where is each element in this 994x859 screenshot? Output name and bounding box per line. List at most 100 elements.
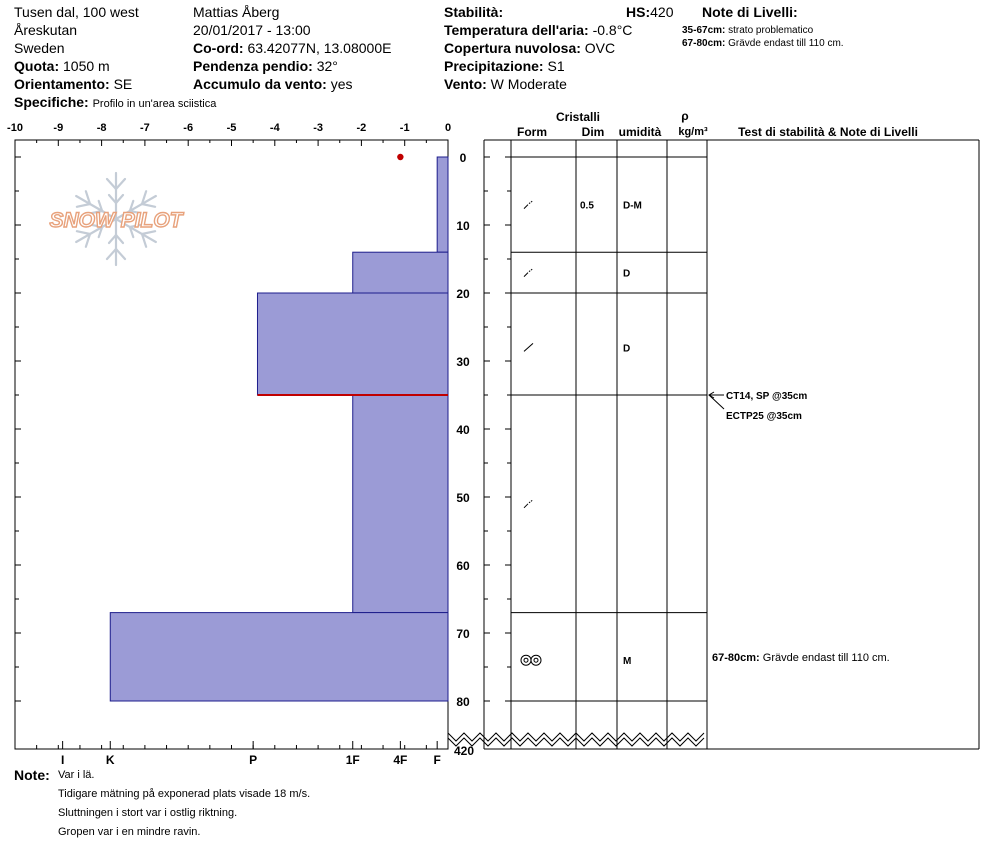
hardness-label: I [61, 753, 64, 767]
layer-note: 35-67cm: strato problematico [682, 25, 813, 37]
crystal-dim: 0.5 [580, 201, 594, 212]
elevation-label: Quota: [14, 58, 60, 74]
location-name: Tusen dal, 100 west [14, 4, 139, 20]
stability-tests: CT14, SP @35cm ECTP25 @35cm 67-80cm: Grävd… [708, 391, 890, 664]
crystal-form-icon [523, 268, 534, 277]
slope-value: 32° [316, 58, 338, 74]
y-tick-label: 30 [456, 355, 470, 369]
hardness-bar [256, 292, 449, 396]
hs-value: 420 [650, 4, 674, 20]
wetness-code: D [623, 343, 630, 354]
wind-loading-label: Accumulo da vento: [193, 76, 327, 92]
x-tick-label: -8 [97, 122, 107, 134]
hardness-label: P [249, 753, 257, 767]
layer-note-range: 35-67cm: [682, 25, 726, 36]
note-line: Var i lä. [58, 769, 95, 781]
dim-header: Dim [582, 125, 605, 139]
observation-datetime: 20/01/2017 - 13:00 [193, 22, 311, 38]
test-arrow [708, 394, 725, 410]
hardness-bar [109, 612, 449, 702]
hardness-bar [352, 251, 449, 294]
note-line: Sluttningen i stort var i ostlig riktnin… [58, 807, 238, 819]
layer-note-text: strato problematico [728, 25, 814, 36]
wind-loading-value: yes [330, 76, 353, 92]
wind-label: Vento: [444, 76, 487, 92]
x-tick-label: -5 [227, 122, 237, 134]
specifics: Specifiche: Profilo in un'area sciistica [14, 94, 216, 111]
layer-notes-title: Note di Livelli: [702, 4, 798, 20]
cristalli-header: Cristalli [556, 110, 600, 124]
elevation: Quota: 1050 m [14, 58, 110, 74]
cloud-value: OVC [584, 40, 616, 56]
x-tick-label: -4 [270, 122, 281, 134]
temperature-points [397, 153, 404, 161]
coord-value: 63.42077N, 13.08000E [247, 40, 392, 56]
hardness-label: K [106, 753, 115, 767]
crystal-stroke [523, 204, 529, 209]
region-name: Åreskutan [14, 22, 78, 38]
density-header: ρ [681, 109, 688, 123]
crystal-stroke [528, 200, 534, 205]
layer-note-range: 67-80cm: [682, 38, 726, 49]
hardness-label: F [434, 753, 441, 767]
crystal-circle [530, 654, 542, 666]
hardness-label: 1F [346, 753, 360, 767]
x-tick-label: -10 [7, 122, 23, 134]
layer-comment: 67-80cm: Grävde endast till 110 cm. [712, 652, 890, 664]
test-arrow-head [708, 391, 715, 399]
crystal-circle [523, 657, 529, 663]
x-tick-label: -9 [53, 122, 63, 134]
layer-note-text: Grävde endast till 110 cm. [728, 38, 844, 49]
notes-label: Note: [14, 767, 50, 783]
observer-name: Mattias Åberg [193, 4, 280, 20]
x-tick-label: 0 [445, 122, 451, 134]
y-tick-label: 0 [460, 151, 467, 165]
crystal-form-icon [523, 499, 534, 509]
layer-note: 67-80cm: Grävde endast till 110 cm. [682, 38, 844, 50]
air-temp-value: -0.8°C [592, 22, 633, 38]
air-temperature: Temperatura dell'aria: -0.8°C [444, 22, 632, 38]
y-tick-label: 50 [456, 491, 470, 505]
layer-bars [109, 156, 449, 702]
x-tick-label: -2 [357, 122, 367, 134]
crystal-circle [533, 657, 539, 663]
y-break-label: 420 [454, 744, 474, 758]
y-tick-label: 20 [456, 287, 470, 301]
snow-pilot-logo: SNOW PILOT [49, 171, 185, 267]
y-tick-label: 40 [456, 423, 470, 437]
crystal-form-icon [520, 654, 542, 666]
precip-value: S1 [547, 58, 565, 74]
tests-header: Test di stabilità & Note di Livelli [738, 125, 918, 139]
hardness-bar [436, 156, 449, 253]
note-line: Tidigare mätning på exponerad plats visa… [58, 788, 311, 800]
crystal-stroke [528, 268, 534, 273]
crystal-form-icon [523, 343, 534, 352]
coordinates: Co-ord: 63.42077N, 13.08000E [193, 40, 391, 56]
crystal-stroke [523, 272, 529, 277]
aspect-label: Orientamento: [14, 76, 110, 92]
hardness-bar [352, 394, 449, 614]
wind-value: W Moderate [490, 76, 567, 92]
hs-label: HS: [626, 4, 651, 20]
crystal-stroke [523, 503, 529, 509]
precip-label: Precipitazione: [444, 58, 544, 74]
y-tick-label: 60 [456, 559, 470, 573]
layer-table: 0.5 D-M D D M [483, 139, 980, 750]
density-unit: kg/m³ [678, 126, 708, 138]
cloud-cover: Copertura nuvolosa: OVC [444, 40, 615, 56]
temperature-point [397, 153, 404, 161]
hardness-axis: I K P 1F 4F F [36, 741, 449, 767]
wetness-code: M [623, 656, 631, 667]
wind: Vento: W Moderate [444, 76, 567, 92]
wetness-code: D-M [623, 201, 642, 212]
table-depth-ticks [484, 156, 511, 702]
depth-axis: 0 10 20 30 40 50 60 70 80 420 [15, 151, 474, 758]
crystal-stroke [523, 343, 534, 352]
y-tick-label: 70 [456, 627, 470, 641]
layer-comment-text: Grävde endast till 110 cm. [763, 652, 890, 664]
logo-text: SNOW PILOT [50, 209, 185, 232]
x-tick-label: -3 [313, 122, 323, 134]
form-header: Form [517, 125, 547, 139]
crystal-stroke [528, 499, 534, 504]
